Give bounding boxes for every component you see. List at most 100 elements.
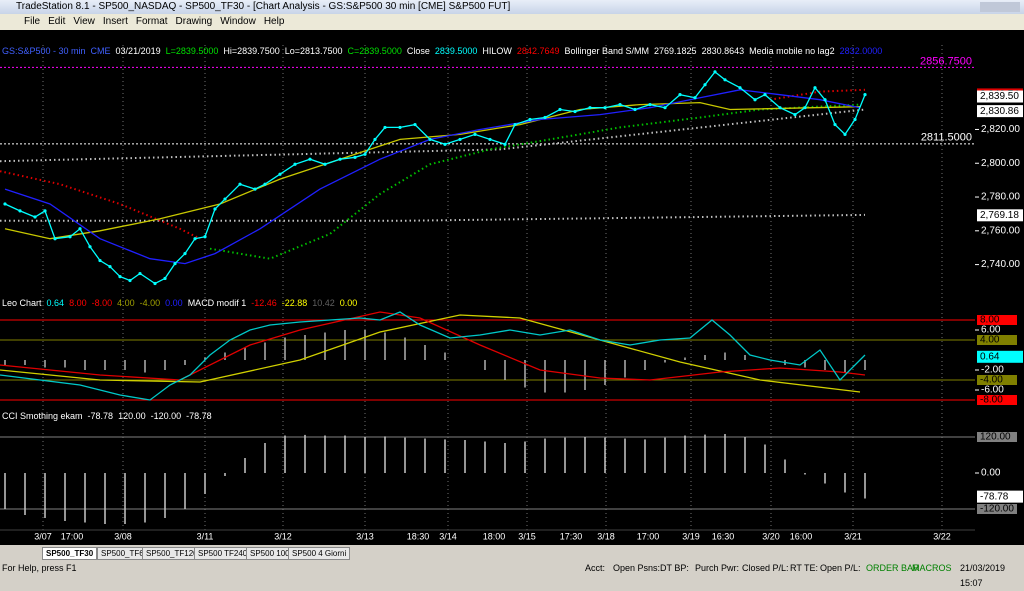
pane: 8.004.00-4.00-8.006.00-2.00-6.000.64Leo … — [0, 298, 1023, 406]
header-item: CME — [91, 46, 111, 56]
tab[interactable]: SP500 100 — [246, 547, 294, 560]
series-line — [0, 88, 866, 240]
menu-item[interactable]: Drawing — [175, 16, 213, 27]
status-item: Acct: — [585, 563, 606, 573]
level-box-label: -120.00 — [980, 504, 1014, 515]
tab[interactable]: SP500_TF120 — [142, 547, 202, 560]
menu-item[interactable]: View — [73, 16, 95, 27]
header-item: L=2839.5000 — [166, 46, 219, 56]
level-box — [977, 375, 1017, 385]
price-point — [338, 157, 342, 161]
chart-background — [0, 30, 1024, 545]
x-tick-label: 3/18 — [597, 531, 615, 541]
status-item: For Help, press F1 — [2, 563, 77, 573]
price-point — [213, 207, 217, 211]
price-point — [398, 125, 402, 130]
price-point — [373, 137, 377, 142]
price-point — [793, 112, 797, 117]
price-point — [458, 137, 462, 142]
price-point — [293, 162, 297, 166]
status-bar: For Help, press F1 Acct: Open Psns: DT BP: P… — [0, 561, 1024, 588]
header-item: -8.00 — [92, 298, 113, 308]
y-tick-label: -6.00 — [981, 385, 1004, 396]
header-item: Lo=2813.7500 — [285, 46, 343, 56]
y-tick-label: 2,820.00 — [981, 124, 1020, 135]
tab[interactable]: SP500 TF240 — [194, 547, 252, 560]
header-item: -12.46 — [251, 298, 277, 308]
header-item: 2842.7649 — [517, 46, 560, 56]
price-point — [633, 107, 637, 112]
price-point — [833, 122, 837, 127]
price-point — [693, 96, 697, 100]
header-item: Leo Chart — [2, 298, 42, 308]
x-tick-label: 3/21 — [844, 531, 862, 541]
header-item: HILOW — [482, 46, 512, 56]
price-point — [68, 235, 72, 239]
value-box-label: 0.64 — [980, 351, 1000, 362]
tab[interactable]: SP500 4 Giorni — [288, 547, 351, 560]
level-box-label: 120.00 — [980, 432, 1011, 443]
tab[interactable]: SP500_TF60 — [97, 547, 153, 560]
value-box — [977, 350, 1023, 363]
x-tick-label: 3/07 — [34, 531, 52, 541]
series-line — [0, 311, 866, 401]
price-point — [558, 107, 562, 112]
price-point — [713, 70, 717, 74]
pane: 2856.7500 2811.5000 2,820.00 2,800.00 2,780.… — [0, 46, 1023, 286]
price-point — [703, 83, 707, 87]
x-tick-label: 16:00 — [790, 531, 813, 541]
price-point — [163, 276, 167, 281]
header-item: 8.00 — [69, 298, 87, 308]
menu-item[interactable]: File — [24, 16, 41, 27]
price-point — [813, 86, 817, 90]
price-point — [428, 137, 432, 142]
x-tick-label: 17:30 — [560, 531, 583, 541]
price-point — [823, 98, 827, 102]
y-tick-label: 0.00 — [981, 468, 1001, 479]
price-point — [278, 172, 282, 176]
menu-item[interactable]: Help — [263, 16, 285, 27]
x-tick-label: 3/14 — [439, 531, 457, 541]
price-point — [803, 106, 807, 110]
level-box-label: -4.00 — [980, 375, 1003, 386]
price-point — [778, 106, 782, 110]
value-box-label: 2,839.50 — [980, 91, 1019, 102]
price-point — [618, 103, 622, 107]
header-item: 0.64 — [47, 298, 65, 308]
level-box-label: 4.00 — [980, 335, 1000, 346]
tab[interactable]: SP500_TF30 — [42, 547, 98, 560]
price-point — [53, 237, 57, 241]
header-item: 2839.5000 — [435, 46, 478, 56]
y-tick-label: 2,800.00 — [981, 158, 1020, 169]
price-point — [543, 115, 547, 120]
header-item: C=2839.5000 — [348, 46, 402, 56]
price-point — [263, 182, 267, 186]
x-tick-label: 3/12 — [274, 531, 292, 541]
status-item: 21/03/2019 15:07 — [960, 563, 1006, 588]
x-tick-label: 18:00 — [483, 531, 506, 541]
value-box-label: 2,769.18 — [980, 210, 1019, 221]
price-point — [153, 281, 157, 286]
price-point — [853, 117, 857, 122]
window-controls[interactable] — [980, 2, 1020, 12]
header-item: Close — [407, 46, 430, 56]
price-point — [678, 93, 682, 97]
header-item: 10.42 — [312, 298, 335, 308]
price-point — [78, 227, 82, 231]
price-point — [443, 142, 447, 146]
price-point — [33, 215, 37, 219]
menu-item[interactable]: Insert — [102, 16, 128, 27]
menu-item[interactable]: Format — [135, 16, 168, 27]
price-point — [488, 137, 492, 142]
x-tick-label: 3/08 — [114, 531, 132, 541]
menu-item[interactable]: Edit — [48, 16, 66, 27]
menu-item[interactable]: Window — [220, 16, 256, 27]
header-item: -22.88 — [282, 298, 308, 308]
status-item: DT BP: — [660, 563, 689, 573]
status-item: RT TE: — [790, 563, 819, 573]
price-point — [18, 209, 22, 213]
menu-bar: File Edit View Insert Format Drawing Window Hel… — [0, 14, 1024, 30]
price-point — [843, 132, 847, 136]
window-title: TradeStation 8.1 - SP500_NASDAQ - SP500_… — [16, 1, 511, 12]
header-item: 0.00 — [165, 298, 183, 308]
